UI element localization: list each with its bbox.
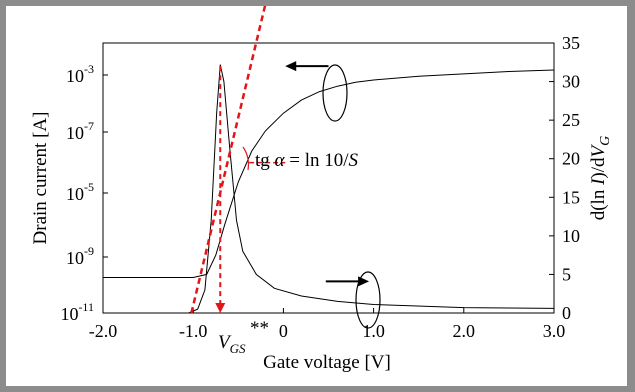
left-tick-base: 10 bbox=[66, 123, 84, 143]
right-tick-label: 15 bbox=[562, 187, 580, 207]
tangent-dashed-line bbox=[190, 6, 267, 314]
vgs-label: VGS bbox=[218, 332, 246, 356]
right-arrow-icon bbox=[358, 276, 370, 287]
left-tick-label: 10-11 bbox=[60, 300, 94, 324]
slope-label-alpha: α bbox=[275, 150, 286, 171]
left-tick-exponent: -5 bbox=[84, 180, 94, 194]
left-curve-ellipse bbox=[322, 64, 348, 122]
slope-label-s: S bbox=[349, 150, 359, 171]
right-tick-label: 35 bbox=[562, 33, 580, 53]
left-tick-base: 10 bbox=[66, 66, 84, 86]
right-tick-label: 0 bbox=[562, 303, 571, 323]
x-tick-label: 1.0 bbox=[362, 321, 385, 341]
x-tick-label: 2.0 bbox=[453, 321, 476, 341]
x-tick-label: -1.0 bbox=[179, 321, 208, 341]
x-axis-label: Gate voltage [V] bbox=[263, 352, 391, 373]
plot-area bbox=[102, 42, 555, 314]
x-tick-label: 0 bbox=[279, 321, 288, 341]
right-tick-label: 20 bbox=[562, 149, 580, 169]
slope-label-mid: = ln 10/ bbox=[285, 150, 350, 171]
vgs-label-v: V bbox=[218, 332, 232, 353]
right-tick-label: 5 bbox=[562, 264, 571, 284]
left-tick-label: 10-9 bbox=[66, 244, 94, 268]
vgs-stars: ** bbox=[250, 318, 269, 339]
derivative-line bbox=[188, 64, 555, 314]
right-tick-label: 30 bbox=[562, 72, 580, 92]
left-arrow-icon bbox=[285, 61, 297, 72]
right-axis-label-mid: )/d bbox=[588, 157, 609, 179]
drain-current-line bbox=[103, 69, 555, 278]
left-axis-label: Drain current [A] bbox=[30, 112, 51, 245]
vgs-label-sub: GS bbox=[230, 341, 246, 356]
left-tick-base: 10 bbox=[60, 304, 78, 324]
slope-label-prefix: tg bbox=[255, 150, 275, 171]
right-tick-label: 10 bbox=[562, 226, 580, 246]
right-axis-label-i: I bbox=[588, 177, 609, 186]
left-tick-label: 10-3 bbox=[66, 62, 94, 86]
left-tick-label: 10-5 bbox=[66, 180, 94, 204]
right-tick-label: 25 bbox=[562, 110, 580, 130]
left-tick-label: 10-7 bbox=[66, 119, 94, 143]
left-tick-exponent: -7 bbox=[84, 119, 94, 133]
right-axis-label-v: V bbox=[588, 143, 609, 157]
slope-label: tg α = ln 10/S bbox=[255, 150, 359, 171]
chart-svg: -2.0 -1.0 0 1.0 2.0 3.0 10-1110-910-510-710-3… bbox=[30, 6, 613, 373]
slope-angle-arc bbox=[242, 146, 250, 171]
left-tick-base: 10 bbox=[66, 248, 84, 268]
vgs-arrowhead bbox=[215, 303, 226, 313]
left-tick-exponent: -11 bbox=[78, 300, 94, 314]
left-tick-exponent: -9 bbox=[84, 244, 94, 258]
right-curve-ellipse bbox=[355, 271, 381, 329]
chart-frame: -2.0 -1.0 0 1.0 2.0 3.0 10-11 10-9 10-5 10-7 10-3… bbox=[6, 6, 627, 386]
right-axis-label-prefix: d(ln bbox=[588, 185, 609, 220]
right-axis-label-sub: G bbox=[598, 136, 613, 146]
x-tick-label: -2.0 bbox=[89, 321, 118, 341]
left-tick-exponent: -3 bbox=[84, 62, 94, 76]
left-tick-base: 10 bbox=[66, 184, 84, 204]
right-axis-label: d(ln I)/dVG bbox=[588, 136, 613, 221]
x-tick-label: 3.0 bbox=[543, 321, 566, 341]
